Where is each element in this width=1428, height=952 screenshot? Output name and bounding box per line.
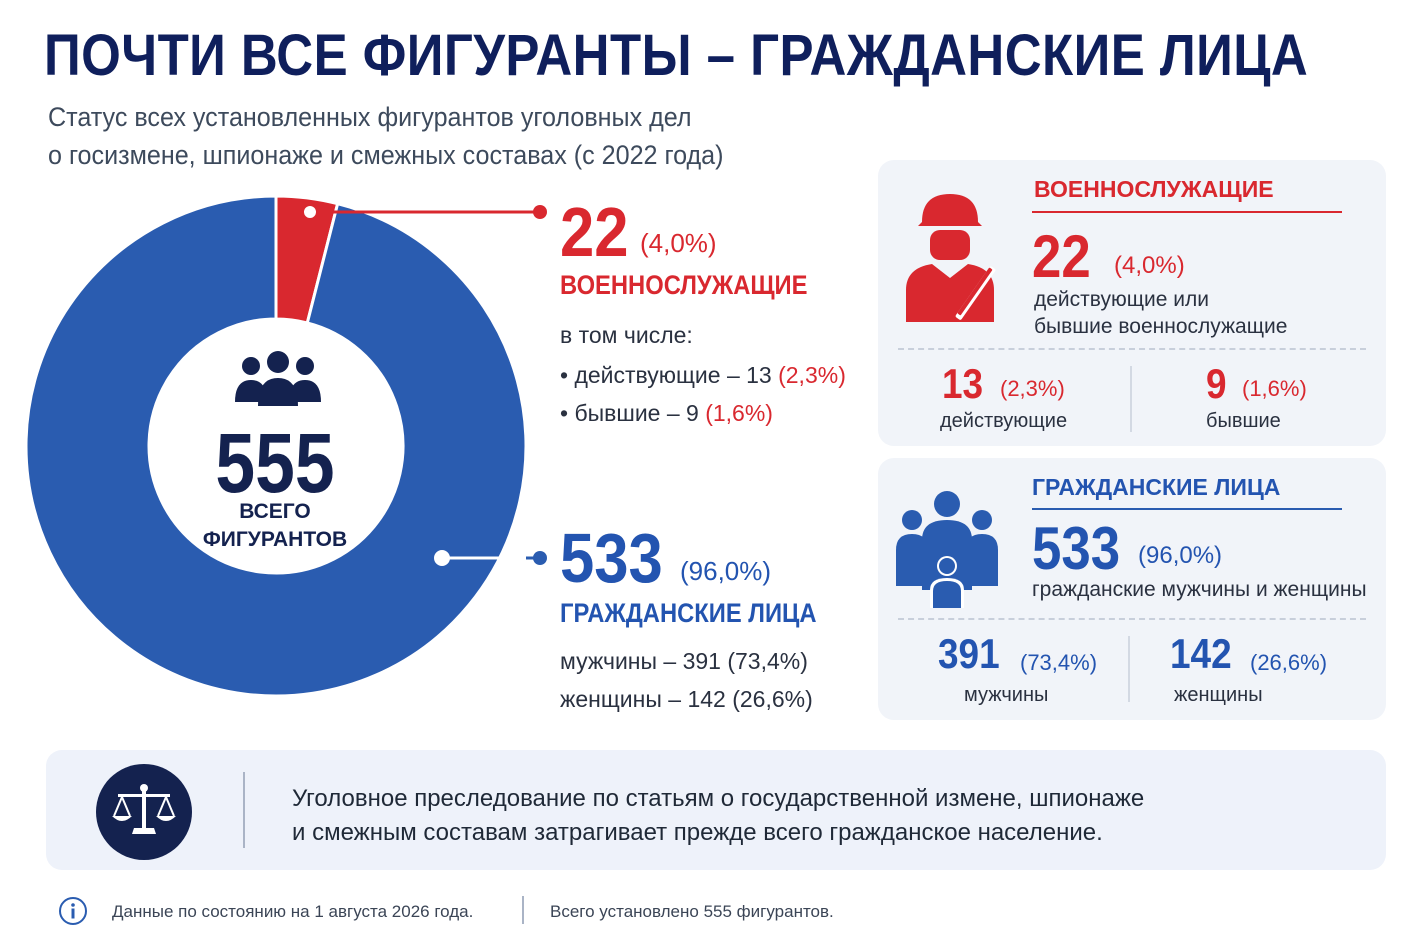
vertical-divider (1130, 366, 1132, 432)
civilian-men-caption: мужчины (964, 684, 1049, 706)
note-divider (243, 772, 245, 848)
civilian-card-desc: гражданские мужчины и женщины (1032, 578, 1367, 601)
dashed-divider (898, 618, 1366, 620)
civilian-women-caption: женщины (1174, 684, 1263, 706)
subtitle-line: о госизмене, шпионаже и смежных составах… (48, 140, 724, 170)
military-count: 22 (560, 193, 629, 271)
note-line: и смежным составам затрагивает прежде вс… (292, 819, 1103, 846)
civilian-women-num: 142 (1170, 630, 1232, 677)
dashed-divider (898, 348, 1366, 350)
civilian-women-pct: (26,6%) (1250, 650, 1328, 675)
leader-dot-military (302, 204, 318, 220)
military-former-pct-card: (1,6%) (1242, 376, 1307, 401)
footer-total: Всего установлено 555 фигурантов. (550, 902, 834, 921)
military-card-pct: (4,0%) (1114, 252, 1185, 279)
military-active-num: 13 (942, 360, 984, 407)
civilian-count: 533 (560, 519, 663, 597)
military-former-num: 9 (1206, 360, 1227, 407)
total-label-line: ФИГУРАНТОВ (202, 528, 348, 551)
military-card-title: ВОЕННОСЛУЖАЩИЕ (1034, 176, 1274, 202)
note-line: Уголовное преследование по статьям о гос… (292, 785, 1145, 812)
note-text: Уголовное преследование по статьям о гос… (292, 782, 1292, 850)
people-group-icon (235, 351, 321, 406)
leader-dot-civilian (434, 550, 450, 566)
info-icon (59, 897, 87, 925)
civilian-card-count: 533 (1032, 515, 1121, 582)
family-icon (896, 491, 998, 608)
leader-end-dot-military (533, 205, 547, 219)
civilian-card-pct: (96,0%) (1138, 542, 1223, 569)
soldier-icon (906, 194, 996, 322)
military-former: • бывшие – 9 (1,6%) (560, 400, 773, 427)
military-former-text: • бывшие – 9 (560, 400, 699, 426)
civilian-label: ГРАЖДАНСКИЕ ЛИЦА (560, 598, 817, 628)
military-former-caption: бывшие (1206, 410, 1281, 432)
military-pct: (4,0%) (640, 228, 717, 258)
military-active-pct: (2,3%) (778, 362, 846, 388)
military-card-desc: действующие или (1034, 288, 1209, 311)
page-title: ПОЧТИ ВСЕ ФИГУРАНТЫ – ГРАЖДАНСКИЕ ЛИЦА (44, 23, 1309, 88)
footer-divider (522, 896, 524, 924)
footer-date: Данные по состоянию на 1 августа 2026 го… (112, 902, 474, 921)
military-card-rule (1032, 211, 1342, 213)
page-subtitle: Статус всех установленных фигурантов уго… (48, 98, 792, 174)
note-box (46, 750, 1386, 870)
military-label: ВОЕННОСЛУЖАЩИЕ (560, 270, 808, 300)
civilian-pct: (96,0%) (680, 556, 772, 586)
military-active-pct-card: (2,3%) (1000, 376, 1065, 401)
total-label-line: ВСЕГО (239, 500, 311, 523)
leader-end-dot-civilian (533, 551, 547, 565)
civilian-men-num: 391 (938, 630, 1000, 677)
vertical-divider (1128, 636, 1130, 702)
military-card-desc: бывшие военнослужащие (1034, 315, 1288, 338)
subtitle-line: Статус всех установленных фигурантов уго… (48, 102, 692, 132)
military-card-count: 22 (1032, 223, 1091, 290)
civilian-women: женщины – 142 (26,6%) (560, 686, 813, 712)
military-active: • действующие – 13 (2,3%) (560, 362, 846, 389)
scales-icon (96, 764, 192, 860)
total-label: ВСЕГО ФИГУРАНТОВ (175, 498, 375, 554)
civilian-men: мужчины – 391 (73,4%) (560, 648, 808, 674)
military-incl: в том числе: (560, 322, 693, 348)
total-count: 555 (215, 416, 335, 510)
donut-slice-civilian (24, 194, 528, 698)
military-active-caption: действующие (940, 410, 1068, 432)
civilian-card-title: ГРАЖДАНСКИЕ ЛИЦА (1032, 474, 1281, 500)
military-active-text: • действующие – 13 (560, 362, 772, 388)
donut-chart (24, 194, 547, 698)
civilian-card-rule (1032, 508, 1342, 510)
military-former-pct: (1,6%) (705, 400, 773, 426)
civilian-men-pct: (73,4%) (1020, 650, 1098, 675)
